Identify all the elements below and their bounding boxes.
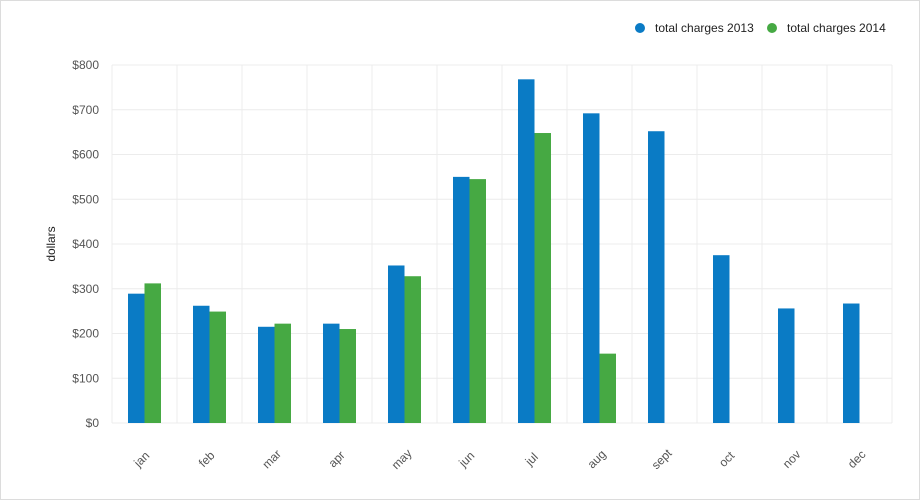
- x-tick-label: jul: [522, 450, 541, 469]
- bar-series-2-may[interactable]: [404, 276, 422, 423]
- x-tick-label: oct: [716, 448, 738, 470]
- x-tick-label: nov: [780, 447, 804, 471]
- x-tick-label: dec: [845, 447, 869, 471]
- y-tick-label: $700: [72, 103, 99, 117]
- legend[interactable]: total charges 2013 total charges 2014: [635, 21, 886, 35]
- x-tick-label: sept: [649, 446, 675, 472]
- x-tick-label: apr: [326, 448, 348, 470]
- bar-series-1-dec[interactable]: [843, 303, 860, 423]
- bars: [128, 79, 860, 424]
- bar-series-1-apr[interactable]: [323, 323, 340, 423]
- legend-label: total charges 2013: [655, 21, 754, 35]
- x-tick-label: jun: [455, 449, 477, 471]
- y-tick-label: $500: [72, 192, 99, 206]
- bar-series-2-jul[interactable]: [534, 133, 552, 423]
- y-tick-label: $600: [72, 148, 99, 162]
- bar-series-2-feb[interactable]: [209, 311, 227, 423]
- y-axis-ticks: $0 $100 $200 $300 $400 $500 $600 $700 $800: [72, 58, 99, 430]
- y-tick-label: $300: [72, 282, 99, 296]
- y-tick-label: $200: [72, 327, 99, 341]
- x-tick-label: jan: [130, 449, 152, 471]
- legend-marker: [635, 23, 645, 33]
- bar-series-1-aug[interactable]: [583, 113, 600, 423]
- gridlines: [111, 64, 893, 424]
- legend-marker: [767, 23, 777, 33]
- bar-series-1-may[interactable]: [388, 265, 405, 423]
- y-tick-label: $0: [86, 416, 100, 430]
- y-axis-title: dollars: [44, 226, 58, 261]
- bar-series-2-aug[interactable]: [599, 353, 617, 423]
- legend-item-1[interactable]: total charges 2013: [635, 21, 754, 35]
- bar-series-1-nov[interactable]: [778, 308, 795, 423]
- y-tick-label: $400: [72, 237, 99, 251]
- bar-series-2-jan[interactable]: [144, 283, 162, 423]
- bar-series-1-mar[interactable]: [258, 326, 275, 423]
- x-axis-ticks: jan feb mar apr may jun jul aug sept oct nov dec: [130, 446, 868, 472]
- bar-series-1-oct[interactable]: [713, 255, 730, 423]
- x-tick-label: feb: [196, 448, 218, 470]
- x-tick-label: aug: [585, 447, 609, 471]
- bar-series-1-sept[interactable]: [648, 131, 665, 424]
- legend-label: total charges 2014: [787, 21, 886, 35]
- bar-series-1-feb[interactable]: [193, 305, 210, 423]
- legend-item-2[interactable]: total charges 2014: [767, 21, 886, 35]
- x-tick-label: mar: [259, 447, 284, 472]
- y-tick-label: $100: [72, 371, 99, 385]
- bar-series-2-apr[interactable]: [339, 329, 357, 423]
- bar-series-2-jun[interactable]: [469, 179, 487, 423]
- y-tick-label: $800: [72, 58, 99, 72]
- bar-series-2-mar[interactable]: [274, 323, 292, 423]
- bar-series-1-jul[interactable]: [518, 79, 535, 423]
- bar-series-1-jan[interactable]: [128, 293, 145, 423]
- x-tick-label: may: [389, 446, 415, 472]
- bar-series-1-jun[interactable]: [453, 176, 470, 423]
